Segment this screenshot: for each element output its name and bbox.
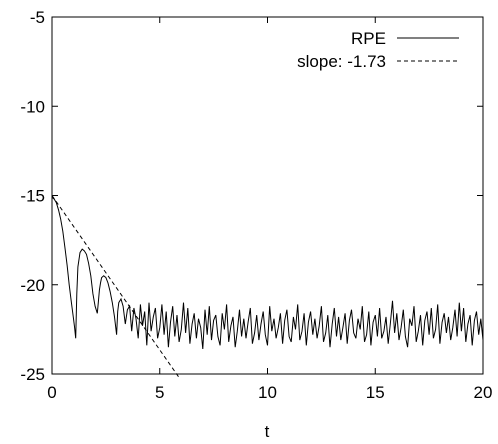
y-tick-label: -5 — [30, 8, 45, 27]
x-tick-label: 0 — [47, 383, 56, 402]
y-tick-label: -15 — [20, 187, 45, 206]
x-tick-label: 20 — [474, 383, 493, 402]
y-tick-label: -10 — [20, 97, 45, 116]
plot-frame — [51, 16, 484, 375]
x-tick-label: 5 — [155, 383, 164, 402]
x-tick-label: 15 — [366, 383, 385, 402]
plot-area — [51, 16, 484, 375]
x-axis: 0 5 10 15 20 — [47, 17, 492, 402]
x-tick-label: 10 — [258, 383, 277, 402]
series-line-slope — [51, 195, 180, 378]
legend-label-rpe: RPE — [351, 29, 386, 48]
series-layer — [51, 195, 484, 378]
y-axis: -25 -20 -15 -10 -5 — [20, 8, 483, 384]
series-line-rpe — [51, 196, 484, 350]
legend-label-slope: slope: -1.73 — [297, 52, 386, 71]
y-tick-label: -25 — [20, 365, 45, 384]
y-tick-label: -20 — [20, 276, 45, 295]
legend: RPE slope: -1.73 — [297, 29, 459, 71]
x-axis-label: t — [265, 422, 270, 441]
